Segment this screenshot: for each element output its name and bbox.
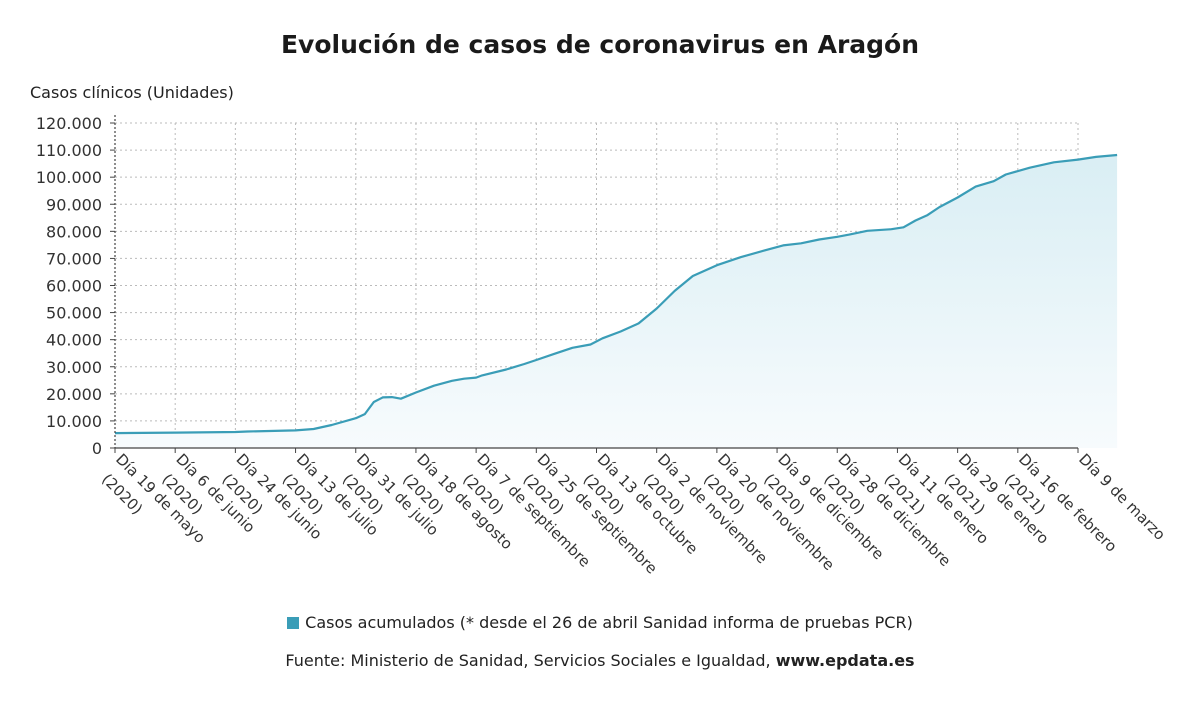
series-area-fill <box>115 155 1118 448</box>
legend-label: Casos acumulados (* desde el 26 de abril… <box>305 613 913 632</box>
y-axis-title: Casos clínicos (Unidades) <box>30 83 234 102</box>
series-line <box>114 153 1118 435</box>
y-tick-label: 10.000 <box>46 412 102 431</box>
y-tick-label: 50.000 <box>46 304 102 323</box>
y-axis-ticks: 0 10.000 20.000 30.000 40.000 50.000 60.000 70.… <box>36 114 115 458</box>
chart-title: Evolución de casos de coronavirus en Ara… <box>280 30 920 59</box>
y-tick-label: 110.000 <box>36 141 102 160</box>
legend-swatch <box>287 617 300 629</box>
y-tick-label: 20.000 <box>46 385 102 404</box>
y-tick-label: 0 <box>92 439 102 458</box>
source-link[interactable]: www.epdata.es <box>775 651 915 670</box>
chart-area: 0 10.000 20.000 30.000 40.000 50.000 60.000 70.… <box>36 114 1169 577</box>
x-axis-ticks: Día 19 de mayo(2020) Día 6 de junio(2020)… <box>98 448 1169 577</box>
y-tick-label: 80.000 <box>46 222 102 241</box>
y-tick-label: 60.000 <box>46 277 102 296</box>
y-tick-label: 40.000 <box>46 331 102 350</box>
y-tick-label: 70.000 <box>46 249 102 268</box>
y-tick-label: 90.000 <box>46 195 102 214</box>
source-text: Fuente: Ministerio de Sanidad, Servicios… <box>285 651 776 670</box>
source-note: Fuente: Ministerio de Sanidad, Servicios… <box>0 651 1200 670</box>
legend[interactable]: Casos acumulados (* desde el 26 de abril… <box>0 613 1200 632</box>
y-tick-label: 100.000 <box>36 168 102 187</box>
y-tick-label: 30.000 <box>46 358 102 377</box>
y-tick-label: 120.000 <box>36 114 102 133</box>
data-area <box>114 153 1118 448</box>
